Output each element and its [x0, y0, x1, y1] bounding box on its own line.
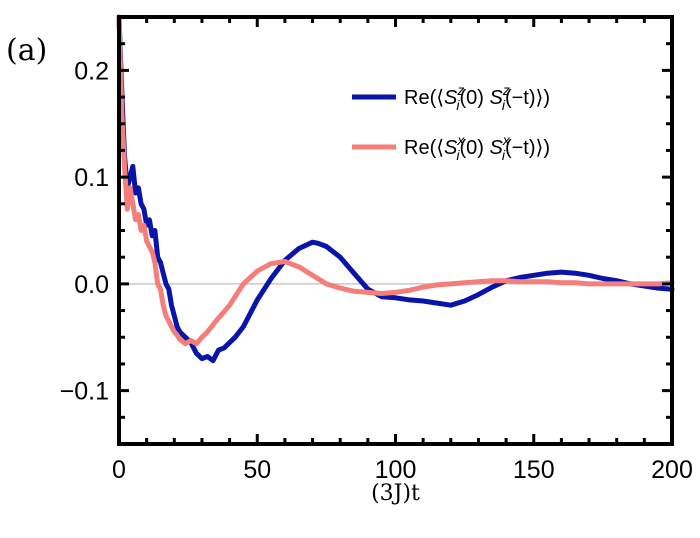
- x-tick-label: 200: [651, 456, 693, 484]
- x-tick-label: 0: [112, 456, 126, 484]
- x-tick-label: 100: [375, 456, 417, 484]
- series-layer: [116, 14, 675, 364]
- axis-ticks: [117, 15, 674, 446]
- legend-label-0: Re(⟨Sz i(0) Sz i(−t)⟩): [404, 82, 550, 113]
- y-tick-label: −0.1: [60, 378, 109, 406]
- legend-label-1: Re(⟨Sx i(0) Sx i(−t)⟩): [404, 132, 550, 163]
- panel-label: (a): [6, 33, 47, 68]
- series-line-0: [116, 14, 675, 364]
- y-tick-label: 0.1: [74, 164, 109, 192]
- plot-frame: [117, 15, 674, 446]
- x-tick-label: 150: [513, 456, 555, 484]
- series-line-1: [116, 14, 675, 347]
- axis-tick-labels: 0 50 100 150 200 0.2 0.1 0.0 −0.1: [60, 57, 693, 484]
- legend: Re(⟨Sz i(0) Sz i(−t)⟩) Re(⟨Sx i(0) Sx i(−t)⟩): [352, 82, 550, 163]
- x-tick-label: 50: [243, 456, 271, 484]
- y-tick-label: 0.0: [74, 271, 109, 299]
- x-axis-title: (3J)t: [371, 481, 420, 506]
- y-tick-label: 0.2: [74, 57, 109, 85]
